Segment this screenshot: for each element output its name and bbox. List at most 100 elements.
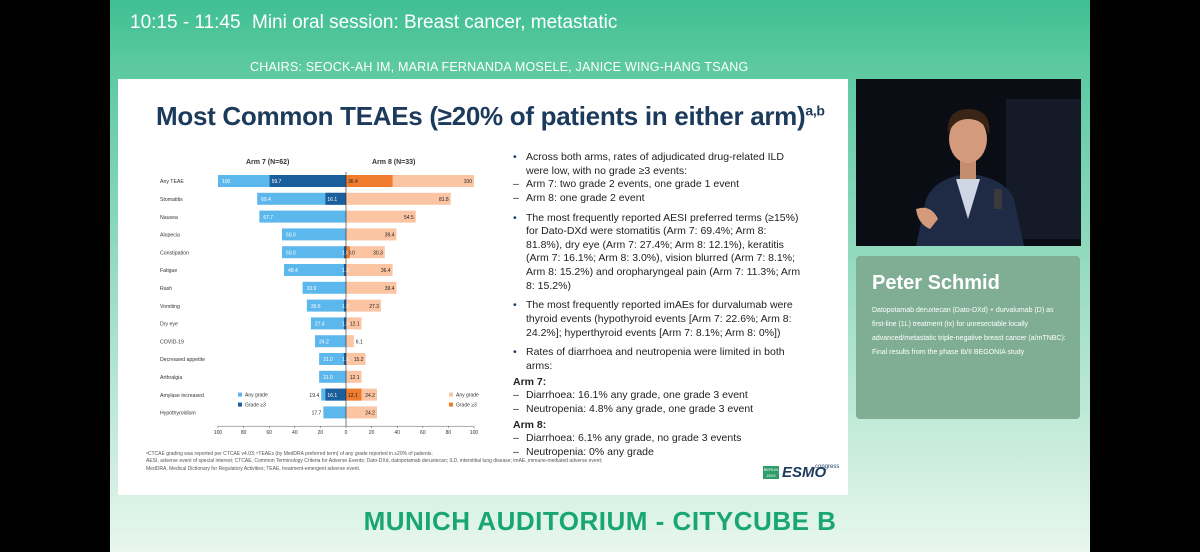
category-label: Rash (160, 286, 172, 292)
footnote-3: MedDRA, Medical Dictionary for Regulator… (146, 465, 361, 472)
category-label: Alopecia (160, 233, 180, 239)
bullet-1-sub-1: Arm 7: two grade 2 events, one grade 1 e… (513, 178, 803, 192)
slide-title-sup: a,b (805, 102, 825, 119)
data-label-arm7-g3: 1.6 (342, 357, 349, 363)
esmo-word: ESMO (782, 464, 827, 481)
bullet-2: The most frequently reported AESI prefer… (513, 212, 803, 294)
legend-swatch-arm8-any (449, 392, 453, 397)
bar-arm8-any-grade (346, 335, 354, 348)
slide-title: Most Common TEAEs (≥20% of patients in e… (156, 101, 825, 132)
session-title: Mini oral session: Breast cancer, metast… (252, 12, 618, 33)
data-label-arm7-any: 33.9 (307, 286, 317, 292)
data-label-arm7-any: 24.2 (319, 339, 329, 345)
bullet-3: The most frequently reported imAEs for d… (513, 299, 803, 340)
bar-arm8-any-grade (346, 192, 451, 205)
data-label-arm8-any: 12.1 (350, 375, 360, 381)
stream-frame: 10:15 - 11:45 Mini oral session: Breast … (110, 0, 1090, 552)
data-label-arm8-any: 39.4 (385, 233, 395, 239)
teae-butterfly-chart: Any TEAE 100 59.7 36.4 100 Stomatitis 69.4 16.1… (160, 172, 479, 436)
legend-label-arm7-any: Any grade (245, 392, 268, 398)
data-label-arm8-g3: 3.0 (348, 250, 355, 256)
legend-swatch-arm7-any (238, 392, 242, 397)
data-label-arm7-any: 50.0 (286, 250, 296, 256)
category-label: Nausea (160, 215, 178, 221)
x-tick-label: 100 (214, 430, 223, 436)
category-label: COVID-19 (160, 339, 184, 345)
category-label: Stomatitis (160, 197, 183, 203)
arm8-sub-1: Diarrhoea: 6.1% any grade, no grade 3 ev… (513, 432, 803, 446)
x-tick-label: 20 (318, 430, 324, 436)
data-label-arm8-any: 100 (464, 179, 473, 185)
data-label-arm7-any: 19.4 (309, 393, 319, 399)
data-label-arm7-any: 27.4 (315, 322, 325, 328)
bar-arm7-grade3 (269, 175, 346, 187)
data-label-arm7-g3: 1.6 (342, 304, 349, 310)
bar-arm7-any-grade (315, 335, 346, 348)
category-label: Constipation (160, 250, 189, 256)
bar-arm8-any-grade (346, 353, 366, 365)
presentation-slide: Most Common TEAEs (≥20% of patients in e… (118, 79, 848, 495)
arm8-label: Arm 8: (513, 418, 547, 431)
bar-arm8-any-grade (346, 210, 416, 223)
bar-arm7-any-grade (310, 317, 346, 330)
data-label-arm7-g3: 1.6 (342, 322, 349, 328)
x-tick-label: 60 (266, 430, 272, 436)
speaker-card: Peter Schmid Datopotamab deruxtecan (Dat… (856, 256, 1080, 419)
data-label-arm7-any: 50.0 (286, 233, 296, 239)
bar-arm7-any-grade (257, 192, 346, 205)
speaker-name: Peter Schmid (872, 272, 1000, 294)
bar-arm8-any-grade (346, 281, 397, 294)
data-label-arm8-any: 12.1 (350, 322, 360, 328)
data-label-arm7-any: 67.7 (263, 215, 273, 221)
x-tick-label: 40 (394, 430, 400, 436)
data-label-arm7-g3: 16.1 (327, 393, 337, 399)
data-label-arm7-any: 69.4 (261, 197, 271, 203)
category-label: Arthralgia (160, 375, 182, 381)
x-tick-label: 80 (241, 430, 247, 436)
footnote-1: ᵃCTCAE grading was reported per CTCAE v4… (146, 451, 433, 457)
bar-arm7-grade3 (343, 353, 346, 365)
bar-arm7-any-grade (319, 353, 346, 365)
data-label-arm8-any: 54.5 (404, 215, 414, 221)
bar-arm7-grade3 (343, 317, 346, 330)
arm7-label: Arm 7: (513, 375, 547, 388)
x-tick-label: 40 (292, 430, 298, 436)
legend-label-arm8-any: Any grade (456, 392, 479, 398)
speaker-video (856, 79, 1081, 246)
category-label: Fatigue (160, 268, 177, 274)
slide-footnotes: ᵃCTCAE grading was reported per CTCAE v4… (146, 451, 746, 473)
esmo-congress: congress (815, 464, 840, 470)
data-label-arm7-any: 48.4 (288, 268, 298, 274)
data-label-arm8-g3: 36.4 (348, 179, 358, 185)
slide-title-text: Most Common TEAEs (≥20% of patients in e… (156, 101, 806, 131)
bar-arm8-grade3 (346, 246, 350, 259)
session-chairs: CHAIRS: SEOCK-AH IM, MARIA FERNANDA MOSE… (250, 60, 749, 74)
bar-arm8-any-grade (346, 317, 362, 330)
legend-swatch-arm7-g3 (238, 402, 242, 407)
category-label: Hypothyroidism (160, 411, 196, 417)
data-label-arm7-g3: 1.6 (342, 250, 349, 256)
category-label: Amylase increased (160, 393, 204, 399)
data-label-arm8-any: 24.2 (365, 393, 375, 399)
speaker-talk-title: Datopotamab deruxtecan (Dato-DXd) + durv… (872, 307, 1066, 356)
bar-arm8-grade3 (346, 175, 393, 187)
bar-arm7-grade3 (325, 388, 346, 401)
bar-arm8-any-grade (346, 228, 397, 241)
x-tick-label: 60 (420, 430, 426, 436)
data-label-arm7-any: 100 (222, 179, 231, 185)
bar-arm8-any-grade (346, 299, 381, 312)
bar-arm7-any-grade (323, 406, 346, 419)
bar-arm7-any-grade (282, 246, 346, 259)
footnote-2: AESI, adverse event of special interest;… (146, 458, 603, 465)
bullet-1-sub-2: Arm 8: one grade 2 event (513, 192, 803, 206)
bar-arm7-grade3 (343, 264, 346, 276)
data-label-arm7-any: 21.0 (323, 357, 333, 363)
venue-banner: MUNICH AUDITORIUM - CITYCUBE B (363, 506, 837, 536)
category-label: Decreased appetite (160, 357, 205, 363)
arm7-sub-1: Diarrhoea: 16.1% any grade, one grade 3 … (513, 389, 803, 403)
esmo-logo: BERLIN 2023 ESMO congress (763, 462, 843, 484)
bullet-4: Rates of diarrhoea and neutropenia were … (513, 346, 803, 373)
category-label: Vomiting (160, 304, 180, 310)
data-label-arm8-any: 36.4 (381, 268, 391, 274)
data-label-arm7-any: 17.7 (312, 411, 322, 417)
